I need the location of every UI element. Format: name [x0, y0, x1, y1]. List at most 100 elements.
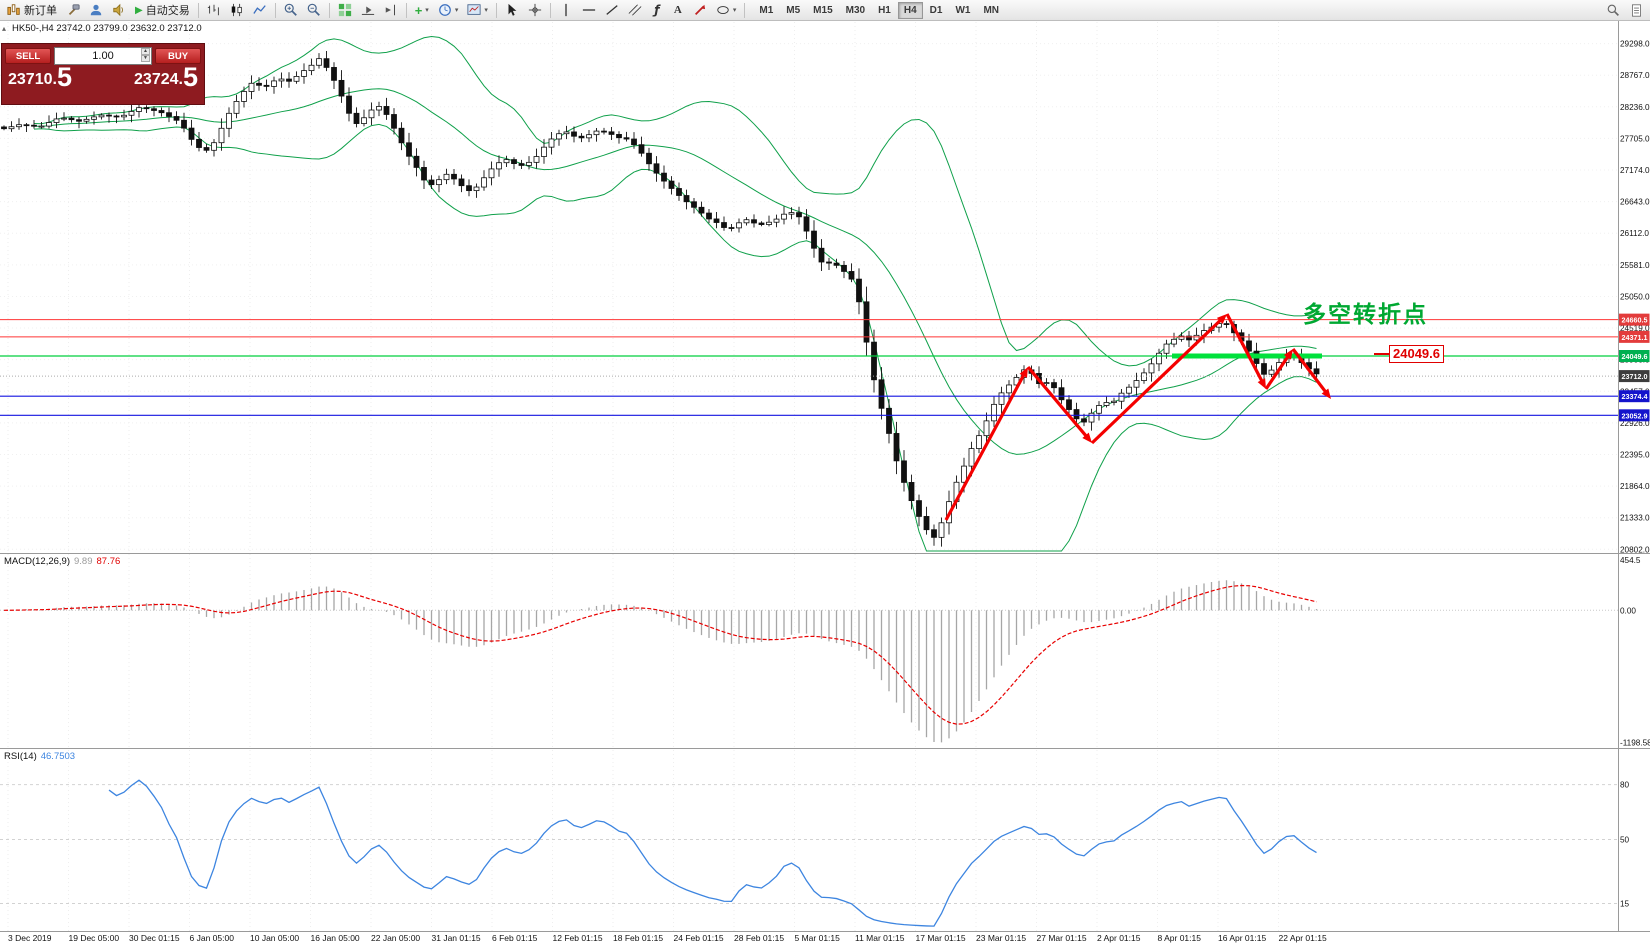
timeframe-group: M1 M5 M15 M30 H1 H4 D1 W1 MN	[753, 1, 1005, 19]
text-tool-button[interactable]: A	[668, 1, 688, 20]
search-icon	[1607, 4, 1620, 17]
svg-text:28236.0: 28236.0	[1620, 103, 1650, 112]
svg-text:3 Dec 2019: 3 Dec 2019	[8, 933, 52, 943]
metaeditor-button[interactable]	[62, 1, 84, 20]
zoom-out-button[interactable]	[303, 1, 325, 20]
sell-button[interactable]: SELL	[5, 48, 51, 64]
volume-down-button[interactable]: ▼	[141, 55, 150, 62]
volume-up-button[interactable]: ▲	[141, 48, 150, 55]
channel-tool-button[interactable]	[624, 1, 646, 20]
zoom-in-button[interactable]	[280, 1, 302, 20]
chart-shift-button[interactable]	[380, 1, 402, 20]
toolbar-separator	[549, 2, 551, 18]
rsi-pane	[0, 779, 1618, 927]
tile-windows-button[interactable]	[334, 1, 356, 20]
shapes-tool-button[interactable]: ▾	[712, 1, 741, 20]
play-icon: ▶	[135, 4, 143, 16]
alerts-button[interactable]	[108, 1, 130, 20]
hline-tool-button[interactable]	[578, 1, 600, 20]
auto-scroll-button[interactable]	[357, 1, 379, 20]
grid	[0, 22, 1618, 931]
periods-button[interactable]: ▾	[434, 1, 463, 20]
svg-text:-1198.58: -1198.58	[1620, 738, 1650, 747]
svg-text:27 Mar 01:15: 27 Mar 01:15	[1037, 933, 1087, 943]
template-icon	[467, 3, 481, 17]
zoom-in-icon	[284, 3, 298, 17]
autotrade-label: 自动交易	[145, 5, 190, 17]
svg-text:10 Jan 05:00: 10 Jan 05:00	[250, 933, 299, 943]
new-order-label: 新订单	[24, 5, 57, 17]
svg-text:24 Feb 01:15: 24 Feb 01:15	[674, 933, 724, 943]
ellipse-icon	[716, 3, 730, 17]
timeframe-button-MN[interactable]: MN	[977, 2, 1005, 19]
macd-indicator-label: MACD(12,26,9) 9.89 87.76	[4, 556, 121, 567]
chevron-down-icon: ▾	[732, 6, 737, 14]
timeframe-button-H1[interactable]: H1	[872, 2, 897, 19]
svg-text:0.00: 0.00	[1620, 606, 1636, 615]
svg-text:29298.0: 29298.0	[1620, 40, 1650, 49]
new-order-icon	[7, 3, 21, 17]
zoom-out-icon	[307, 3, 321, 17]
callout-dash	[1374, 353, 1389, 355]
autotrade-button[interactable]: ▶ 自动交易	[131, 1, 194, 20]
timeframe-button-M15[interactable]: M15	[807, 2, 838, 19]
bar-chart-button[interactable]	[203, 1, 225, 20]
search-button[interactable]	[1603, 1, 1624, 20]
cursor-button[interactable]	[501, 1, 523, 20]
vline-tool-button[interactable]	[555, 1, 577, 20]
hammer-icon	[66, 3, 80, 17]
svg-text:18 Feb 01:15: 18 Feb 01:15	[613, 933, 663, 943]
chart-shift-icon	[384, 3, 398, 17]
toolbar-right-group	[1603, 1, 1647, 20]
line-chart-button[interactable]	[249, 1, 271, 20]
price-badges: 24660.5 24371.1 24049.6 23712.0 23374.4 23052…	[1619, 313, 1650, 422]
line-chart-icon	[253, 3, 267, 17]
horizontal-line-icon	[582, 3, 596, 17]
svg-text:25581.0: 25581.0	[1620, 261, 1650, 270]
toolbar-separator	[495, 2, 497, 18]
timeframe-button-M1[interactable]: M1	[753, 2, 779, 19]
text-tool-icon: A	[673, 4, 682, 16]
timeframe-button-M5[interactable]: M5	[780, 2, 806, 19]
profiles-button[interactable]	[85, 1, 107, 20]
candlestick-button[interactable]	[226, 1, 248, 20]
svg-text:5 Mar 01:15: 5 Mar 01:15	[795, 933, 841, 943]
timeframe-button-M30[interactable]: M30	[840, 2, 871, 19]
trendline-tool-button[interactable]	[601, 1, 623, 20]
timeframe-button-W1[interactable]: W1	[949, 2, 976, 19]
buy-button[interactable]: BUY	[155, 48, 201, 64]
chevron-down-icon: ▾	[425, 6, 429, 14]
one-click-toggle-button[interactable]: ▴	[2, 24, 7, 33]
turning-point-annotation: 多空转折点	[1303, 301, 1428, 327]
indicators-button[interactable]: + ▾	[411, 1, 433, 20]
svg-text:19 Dec 05:00: 19 Dec 05:00	[69, 933, 120, 943]
timeframe-button-D1[interactable]: D1	[924, 2, 949, 19]
svg-text:23 Mar 01:15: 23 Mar 01:15	[976, 933, 1026, 943]
templates-button[interactable]: ▾	[463, 1, 492, 20]
volume-input[interactable]: 1.00 ▲ ▼	[54, 47, 152, 65]
fibonacci-tool-button[interactable]: ƒ	[647, 1, 667, 20]
sell-price-button[interactable]: 23710.5	[8, 62, 72, 92]
svg-text:22 Apr 01:15: 22 Apr 01:15	[1279, 933, 1327, 943]
toolbar-separator	[744, 2, 746, 18]
crosshair-button[interactable]	[524, 1, 546, 20]
fibonacci-icon: ƒ	[654, 3, 660, 17]
svg-text:22395.0: 22395.0	[1620, 450, 1650, 459]
speaker-icon	[112, 3, 126, 17]
data-window-button[interactable]	[1626, 1, 1647, 20]
toolbar-separator	[197, 2, 199, 18]
timeframe-button-H4[interactable]: H4	[897, 1, 923, 19]
svg-text:30 Dec 01:15: 30 Dec 01:15	[129, 933, 180, 943]
svg-text:24371.1: 24371.1	[1622, 333, 1648, 342]
arrows-tool-button[interactable]	[689, 1, 711, 20]
buy-price-button[interactable]: 23724.5	[134, 62, 198, 92]
svg-text:24660.5: 24660.5	[1622, 316, 1648, 325]
svg-text:23712.0: 23712.0	[1622, 372, 1648, 381]
new-order-button[interactable]: 新订单	[3, 1, 61, 20]
one-click-trading-panel: SELL 1.00 ▲ ▼ BUY 23710.5 23724.5	[1, 43, 205, 105]
svg-text:6 Jan 05:00: 6 Jan 05:00	[190, 933, 235, 943]
volume-value: 1.00	[92, 50, 114, 62]
toolbar: 新订单 ▶ 自动交易 + ▾ ▾ ▾	[0, 0, 1650, 21]
